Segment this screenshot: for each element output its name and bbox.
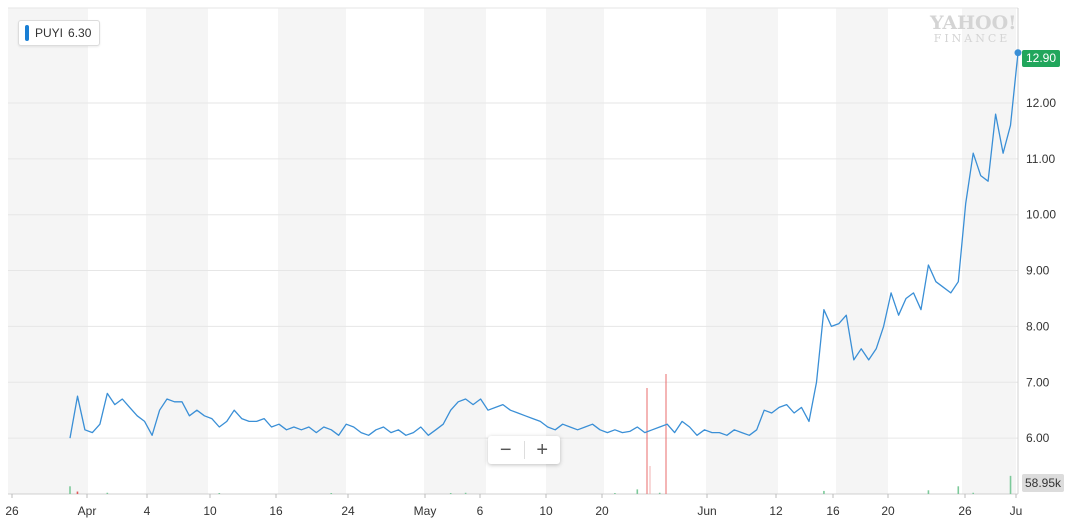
x-tick-label: 26 xyxy=(5,504,19,518)
x-tick-label: Ju xyxy=(1010,504,1023,518)
y-axis-labels: 6.00 7.00 8.00 9.00 10.00 11.00 12.00 xyxy=(1026,96,1056,445)
y-tick-label: 8.00 xyxy=(1026,319,1050,333)
yahoo-finance-watermark: YAHOO! FINANCE xyxy=(930,12,1017,46)
date-bands xyxy=(8,8,1016,494)
x-tick-label: 10 xyxy=(539,504,553,518)
volume-bar xyxy=(972,492,975,494)
volume-bar xyxy=(449,493,452,494)
x-tick-label: 6 xyxy=(477,504,484,518)
volume-bar xyxy=(218,493,221,494)
x-axis-labels: 26 Apr 4 10 16 24 May 6 10 20 Jun 12 16 20 26 Ju xyxy=(5,494,1022,518)
y-tick-label: 10.00 xyxy=(1026,208,1056,222)
volume-bar xyxy=(106,492,109,494)
x-tick-label: 16 xyxy=(826,504,840,518)
volume-bar xyxy=(330,493,333,494)
date-band xyxy=(278,8,346,494)
volume-bar xyxy=(614,493,616,494)
legend-value: 6.30 xyxy=(68,26,92,40)
date-band xyxy=(962,8,1016,494)
x-tick-label: 4 xyxy=(144,504,151,518)
y-tick-label: 7.00 xyxy=(1026,375,1050,389)
x-tick-label: 12 xyxy=(769,504,783,518)
volume-bar xyxy=(69,486,71,494)
x-tick-label: 20 xyxy=(595,504,609,518)
last-price-dot xyxy=(1014,49,1022,57)
volume-bar xyxy=(636,489,639,494)
price-line xyxy=(69,52,1019,439)
volume-bar xyxy=(823,490,825,494)
legend[interactable]: PUYI 6.30 xyxy=(18,20,101,46)
date-band xyxy=(546,8,604,494)
date-band xyxy=(8,8,88,494)
date-band xyxy=(706,8,778,494)
watermark-line2: FINANCE xyxy=(933,32,1011,45)
x-tick-label: Apr xyxy=(78,504,97,518)
volume-bar xyxy=(464,492,467,494)
y-tick-label: 12.00 xyxy=(1026,96,1056,110)
x-tick-label: 10 xyxy=(203,504,217,518)
volume-spikes xyxy=(646,374,667,494)
date-band xyxy=(424,8,486,494)
x-tick-label: 16 xyxy=(269,504,283,518)
x-tick-label: May xyxy=(414,504,437,518)
date-band xyxy=(146,8,208,494)
volume-bar xyxy=(76,491,79,494)
volume-bars xyxy=(69,475,1012,494)
x-tick-label: 24 xyxy=(341,504,355,518)
volume-bar xyxy=(957,486,960,494)
y-tick-label: 6.00 xyxy=(1026,431,1050,445)
zoom-divider xyxy=(523,441,525,459)
volume-bar xyxy=(1009,475,1012,494)
watermark-line1: YAHOO! xyxy=(930,12,1017,34)
y-tick-label: 9.00 xyxy=(1026,264,1050,278)
legend-symbol: PUYI xyxy=(35,26,64,40)
zoom-control: − + xyxy=(488,436,560,464)
y-tick-label: 11.00 xyxy=(1026,152,1055,166)
x-tick-label: Jun xyxy=(697,504,716,518)
volume-bar xyxy=(658,492,661,494)
volume-bar xyxy=(927,490,930,494)
last-price-tag: 12.90 xyxy=(1022,50,1061,67)
zoom-in-button[interactable]: + xyxy=(536,438,549,461)
legend-swatch xyxy=(25,25,29,41)
zoom-out-button[interactable]: − xyxy=(499,438,512,461)
date-band xyxy=(836,8,888,494)
volume-tag: 58.95k xyxy=(1022,474,1065,492)
x-tick-label: 26 xyxy=(958,504,972,518)
x-tick-label: 20 xyxy=(881,504,895,518)
